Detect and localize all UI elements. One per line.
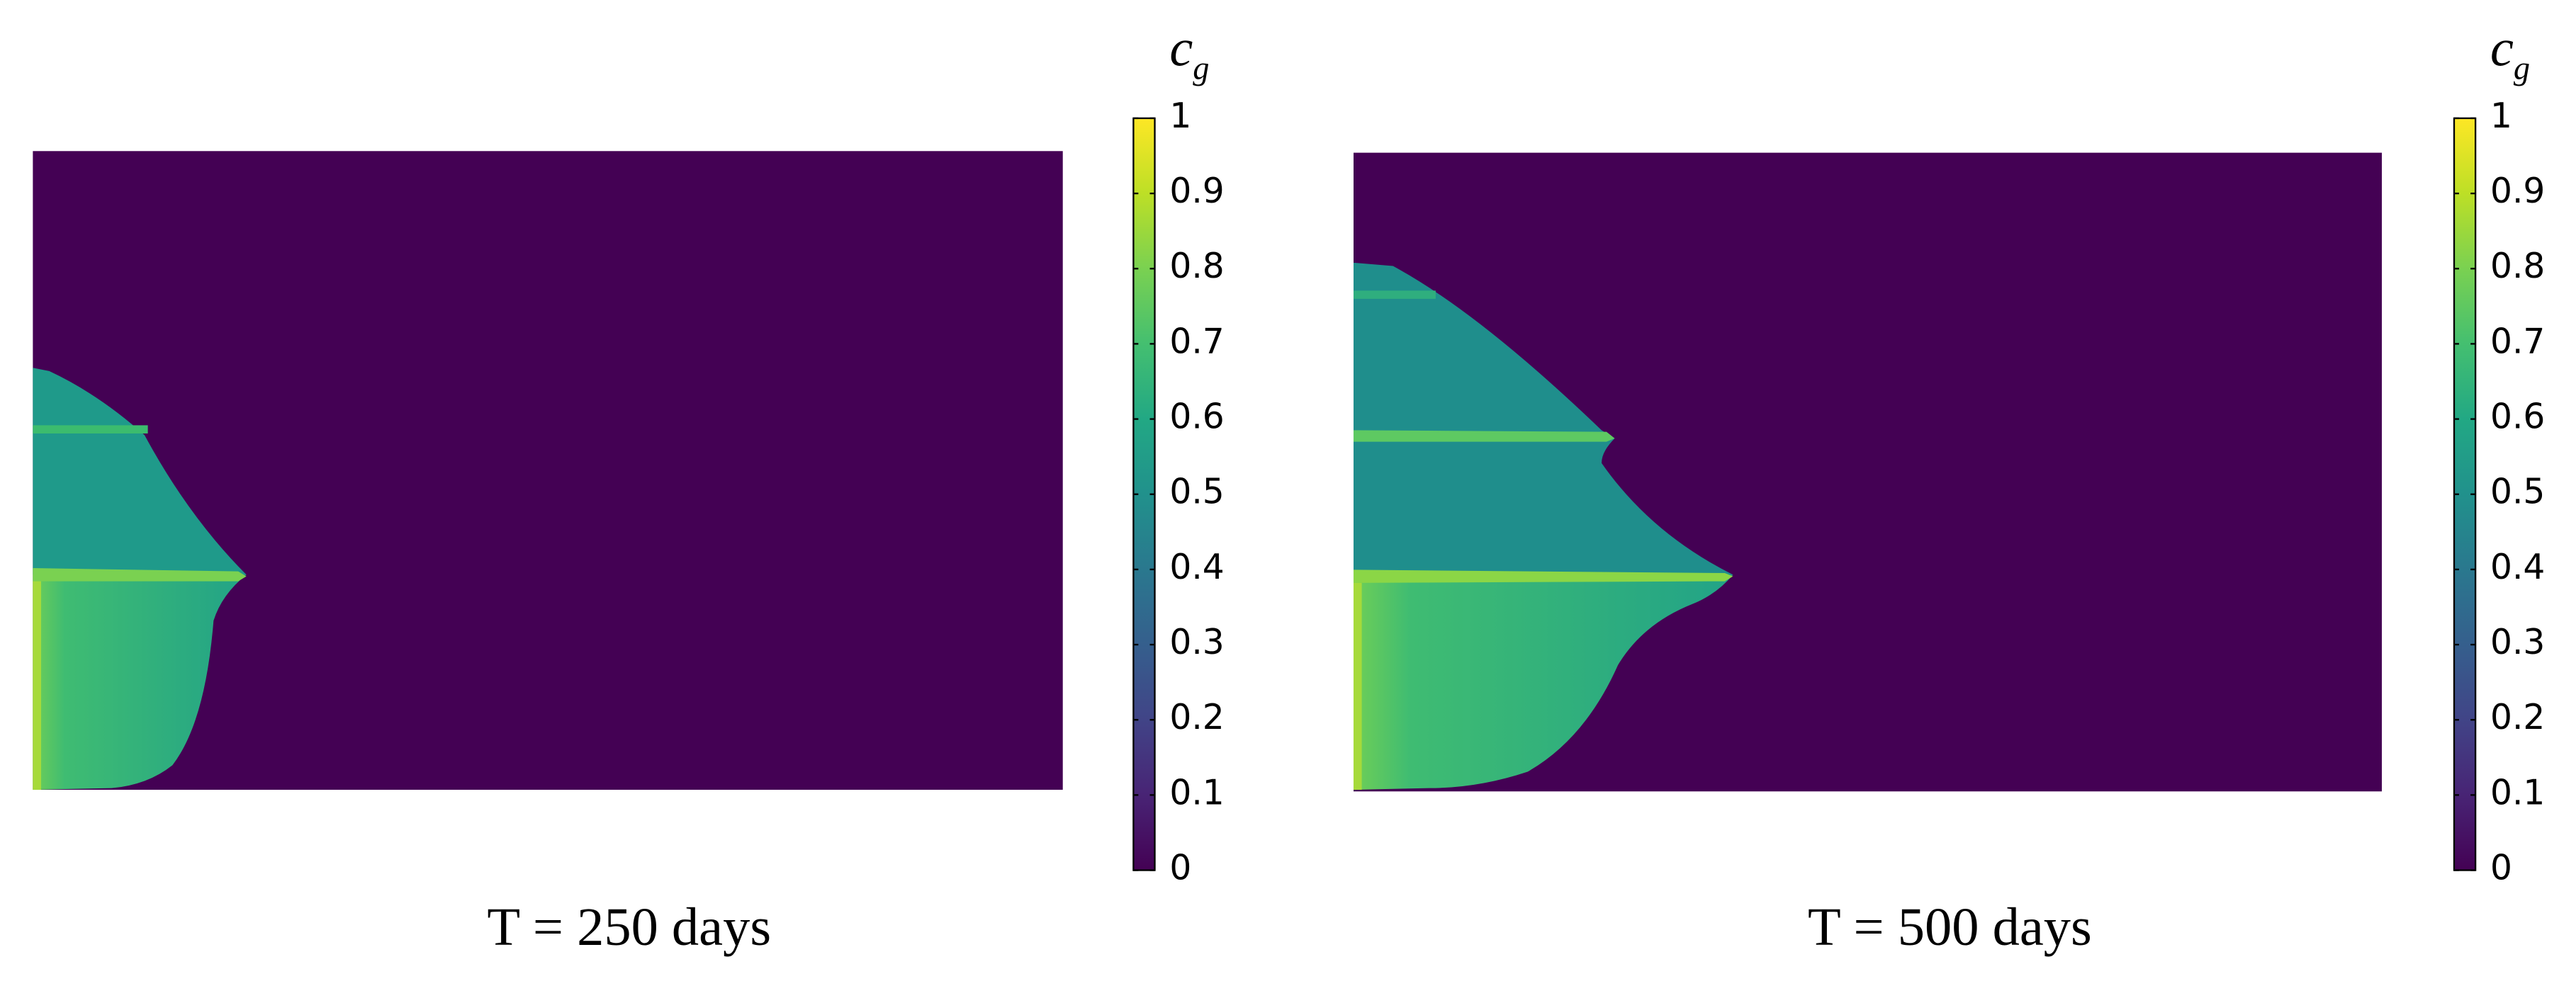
panel-title: T = 250 days: [487, 897, 771, 957]
field-panel-1: [33, 151, 1063, 790]
colorbar-tick-label: 0.6: [2490, 397, 2545, 437]
colorbar-label-subscript: g: [1193, 50, 1209, 86]
colorbar-tick-label: 0.9: [2490, 171, 2545, 211]
colorbar-tick-label: 0.8: [2490, 246, 2545, 286]
colorbar-label: cg: [1169, 20, 1209, 87]
colorbar-label-main: c: [2490, 20, 2514, 78]
colorbar-tick-label: 0.5: [2490, 472, 2545, 512]
colorbar-tick-label: 0: [1169, 849, 1191, 888]
colorbar-tick-label: 1: [1169, 96, 1191, 136]
colorbar-tick-label: 0.9: [1169, 171, 1224, 211]
colorbar-tick-label: 0.3: [2490, 623, 2545, 662]
panel-title: T = 500 days: [1808, 897, 2092, 957]
colorbar-tick-label: 0.7: [2490, 322, 2545, 361]
colorbar-tick-label: 1: [2490, 96, 2512, 136]
field-panel-2: [1353, 152, 2383, 792]
colorbar-tick-label: 0.4: [2490, 548, 2545, 587]
colorbar-tick-label: 0.1: [2490, 773, 2545, 812]
colorbar-tick-label: 0.8: [1169, 246, 1224, 286]
colorbar-tick-label: 0.2: [2490, 698, 2545, 737]
colorbar-tick-label: 0.6: [1169, 397, 1224, 437]
colorbar-tick-label: 0.4: [1169, 548, 1224, 587]
colorbar-tick-label: 0.2: [1169, 698, 1224, 737]
colorbar-tick-label: 0.3: [1169, 623, 1224, 662]
colorbar-label-main: c: [1169, 20, 1193, 78]
colorbar-label-subscript: g: [2514, 50, 2530, 86]
colorbar-tick-label: 0: [2490, 849, 2512, 888]
colorbar-tick-label: 0.7: [1169, 322, 1224, 361]
colorbar-label: cg: [2490, 20, 2530, 87]
colorbar-tick-label: 0.5: [1169, 472, 1224, 512]
colorbar-tick-label: 0.1: [1169, 773, 1224, 812]
